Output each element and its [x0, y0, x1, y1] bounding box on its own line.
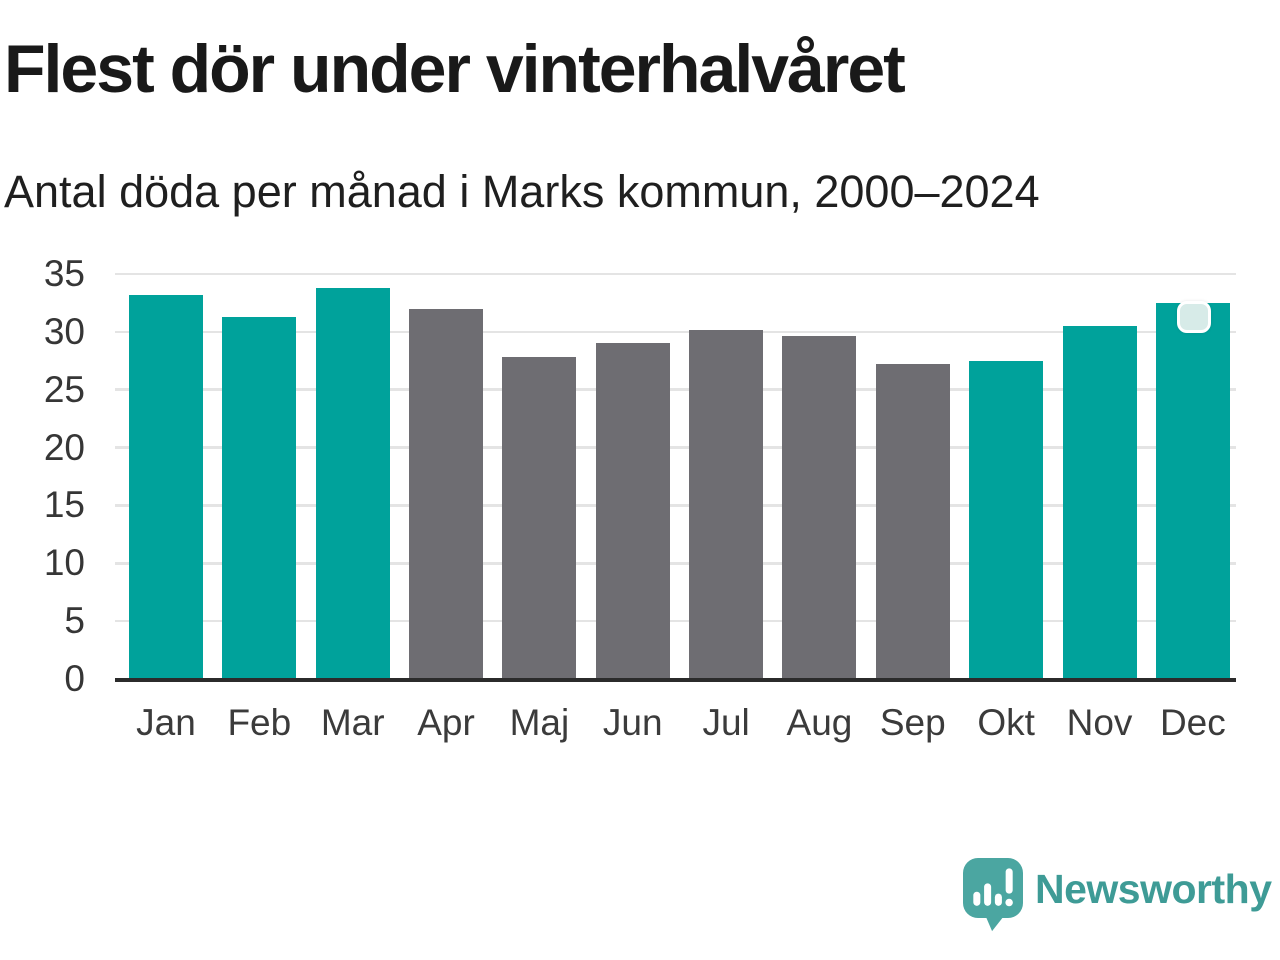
x-axis-line [115, 677, 1236, 682]
selection-marker[interactable] [1176, 300, 1211, 333]
chart-subtitle: Antal döda per månad i Marks kommun, 200… [4, 166, 1040, 217]
y-tick-label-20: 20 [43, 426, 85, 468]
bar-dec [1155, 302, 1230, 679]
gridline-5 [115, 619, 1236, 623]
bar-jun [595, 343, 670, 679]
newsworthy-logo: Newsworthy [963, 858, 1272, 933]
bar-aug [782, 336, 857, 679]
gridline-35 [115, 272, 1236, 276]
gridline-30 [115, 330, 1236, 334]
bar-feb [222, 316, 297, 679]
bar-okt [969, 360, 1044, 679]
x-tick-label-sep: Sep [879, 702, 946, 743]
x-tick-label-mar: Mar [320, 702, 385, 743]
bar-jan [129, 294, 203, 679]
x-tick-label-feb: Feb [227, 702, 292, 743]
y-tick-label-5: 5 [64, 600, 85, 642]
x-tick-label-nov: Nov [1066, 702, 1133, 743]
y-tick-label-25: 25 [43, 368, 85, 410]
x-tick-label-dec: Dec [1159, 702, 1226, 743]
newsworthy-logo-text: Newsworthy [1035, 866, 1272, 912]
bar-nov [1062, 326, 1137, 679]
chart-title: Flest dör under vinterhalvåret [4, 31, 906, 107]
x-tick-label-okt: Okt [977, 702, 1035, 743]
gridline-25 [115, 388, 1236, 391]
bar-sep [875, 364, 950, 679]
gridline-10 [115, 562, 1236, 565]
x-tick-label-jul: Jul [702, 702, 750, 743]
x-tick-label-apr: Apr [417, 702, 475, 743]
y-tick-label-15: 15 [43, 484, 85, 526]
gridline-20 [115, 446, 1236, 449]
bar-jul [689, 329, 764, 679]
x-tick-label-jun: Jun [602, 702, 663, 743]
x-tick-label-aug: Aug [786, 702, 853, 743]
y-tick-label-10: 10 [43, 542, 85, 584]
y-tick-label-0: 0 [64, 658, 85, 699]
y-tick-label-30: 30 [43, 310, 85, 352]
y-tick-label-35: 35 [43, 253, 85, 294]
bar-apr [409, 308, 484, 679]
gridline-15 [115, 504, 1236, 507]
x-tick-label-jan: Jan [136, 702, 196, 743]
newsworthy-speech-bubble-chart-icon [963, 858, 1023, 932]
bar-maj [502, 357, 577, 679]
x-tick-label-maj: Maj [509, 702, 570, 743]
bar-mar [315, 287, 390, 679]
